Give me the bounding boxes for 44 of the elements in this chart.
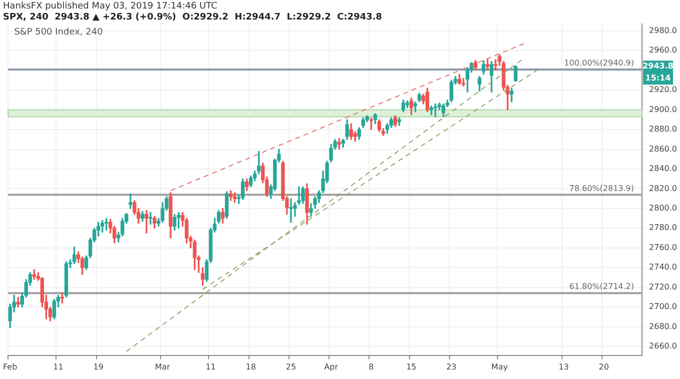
chart-subtitle: SPX, 240 2943.8 ▲ +26.3 (+0.9%) O:2929.2 H:2944.7 L:2929.2 C:2943.8: [3, 12, 382, 22]
candlestick: [148, 212, 152, 225]
x-tick-label: 15: [406, 362, 416, 372]
x-tick-label: Feb: [3, 362, 18, 372]
y-tick-label: 2740.0: [649, 262, 678, 272]
candlestick: [128, 193, 132, 209]
x-tick-label: 11: [53, 362, 64, 372]
x-tick-label: 13: [558, 362, 569, 372]
x-tick-label: 23: [446, 362, 457, 372]
x-tick-label: May: [491, 362, 508, 372]
text: HanksFX published May 03, 2019 17:14:46 UTC: [3, 1, 218, 12]
y-tick-label: 2780.0: [649, 223, 678, 232]
ref-line-label: 78.60%(2813.9): [569, 184, 634, 193]
y-tick-label: 2680.0: [649, 322, 678, 331]
y-tick-label: 2800.0: [649, 204, 678, 213]
x-tick-label: Apr: [324, 362, 339, 372]
x-tick-label: 18: [246, 362, 256, 372]
text: 2943.8: [642, 62, 674, 71]
x-tick-label: 8: [368, 362, 374, 372]
y-tick-label: 2880.0: [649, 124, 678, 134]
candlestick: [144, 210, 148, 234]
y-tick-label: 2820.0: [649, 184, 678, 193]
text: 15:14: [645, 74, 672, 83]
x-tick-label: 25: [286, 362, 296, 372]
x-tick-label: 11: [206, 362, 216, 372]
y-tick-label: 2660.0: [649, 342, 678, 351]
y-tick-label: 2980.0: [649, 26, 678, 35]
y-tick-label: 2720.0: [649, 282, 678, 292]
y-tick-label: 2860.0: [649, 144, 678, 154]
ref-line-label: 61.80%(2714.2): [569, 282, 634, 292]
y-tick-label: 2960.0: [649, 46, 678, 55]
chart-title: S&P 500 Index, 240: [14, 27, 104, 38]
x-tick-label: 19: [93, 362, 104, 372]
candlestick: [289, 198, 293, 223]
ref-line-label: 100.00%(2940.9): [564, 58, 634, 68]
y-tick-label: 2840.0: [649, 164, 678, 174]
y-tick-label: 2920.0: [649, 85, 678, 94]
y-tick-label: 2900.0: [649, 104, 678, 114]
y-tick-label: 2760.0: [649, 242, 678, 252]
y-tick-label: 2700.0: [649, 302, 678, 312]
x-tick-label: Mar: [155, 362, 171, 372]
candlestick: [486, 59, 490, 71]
x-tick-label: 20: [598, 362, 609, 372]
candlestick: [462, 78, 466, 86]
